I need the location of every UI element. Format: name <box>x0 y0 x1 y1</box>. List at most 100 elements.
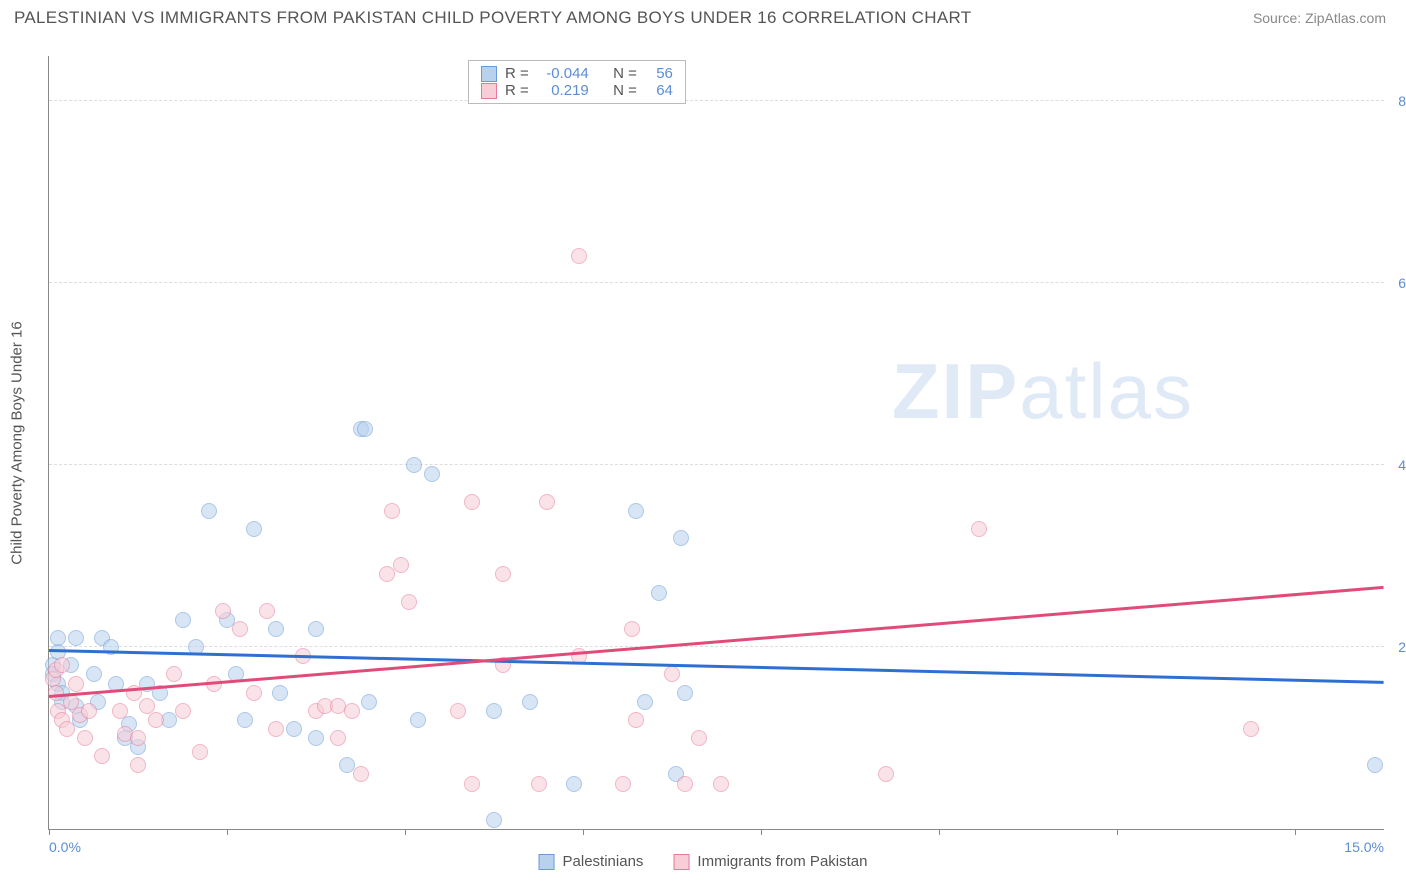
gridline <box>49 646 1384 647</box>
data-point <box>268 721 284 737</box>
watermark: ZIPatlas <box>892 346 1194 437</box>
stat-value-n: 56 <box>645 65 673 82</box>
data-point <box>384 503 400 519</box>
data-point <box>246 685 262 701</box>
x-tick <box>49 829 50 835</box>
data-point <box>664 666 680 682</box>
data-point <box>166 666 182 682</box>
data-point <box>464 494 480 510</box>
data-point <box>571 248 587 264</box>
x-tick-label: 0.0% <box>49 839 81 855</box>
data-point <box>130 757 146 773</box>
data-point <box>59 721 75 737</box>
data-point <box>192 744 208 760</box>
legend-row: R = -0.044 N = 56 <box>481 65 673 82</box>
data-point <box>566 776 582 792</box>
data-point <box>624 621 640 637</box>
stat-label-n: N = <box>613 82 637 99</box>
stat-label-r: R = <box>505 65 529 82</box>
watermark-zip: ZIP <box>892 347 1019 435</box>
y-tick-label: 60.0% <box>1398 275 1406 291</box>
data-point <box>68 676 84 692</box>
legend-swatch <box>539 854 555 870</box>
data-point <box>353 766 369 782</box>
data-point <box>677 685 693 701</box>
data-point <box>308 621 324 637</box>
legend-label: Immigrants from Pakistan <box>697 853 867 870</box>
data-point <box>286 721 302 737</box>
scatter-chart: Child Poverty Among Boys Under 16 ZIPatl… <box>48 56 1384 830</box>
data-point <box>344 703 360 719</box>
data-point <box>259 603 275 619</box>
data-point <box>232 621 248 637</box>
data-point <box>361 694 377 710</box>
data-point <box>175 703 191 719</box>
data-point <box>215 603 231 619</box>
legend-swatch <box>673 854 689 870</box>
gridline <box>49 464 1384 465</box>
x-tick <box>1117 829 1118 835</box>
data-point <box>971 521 987 537</box>
legend-swatch <box>481 66 497 82</box>
data-point <box>357 421 373 437</box>
data-point <box>77 730 93 746</box>
x-tick <box>1295 829 1296 835</box>
data-point <box>410 712 426 728</box>
correlation-legend: R = -0.044 N = 56 R = 0.219 N = 64 <box>468 60 686 104</box>
data-point <box>691 730 707 746</box>
data-point <box>406 457 422 473</box>
data-point <box>464 776 480 792</box>
data-point <box>1367 757 1383 773</box>
legend-item: Immigrants from Pakistan <box>673 853 867 870</box>
chart-title: PALESTINIAN VS IMMIGRANTS FROM PAKISTAN … <box>14 8 971 28</box>
legend-swatch <box>481 83 497 99</box>
y-tick-label: 80.0% <box>1398 93 1406 109</box>
y-tick-label: 20.0% <box>1398 639 1406 655</box>
data-point <box>401 594 417 610</box>
source-attribution: Source: ZipAtlas.com <box>1253 10 1386 26</box>
legend-row: R = 0.219 N = 64 <box>481 82 673 99</box>
data-point <box>112 703 128 719</box>
data-point <box>330 730 346 746</box>
plot-area: Child Poverty Among Boys Under 16 ZIPatl… <box>48 56 1384 830</box>
data-point <box>424 466 440 482</box>
data-point <box>268 621 284 637</box>
series-legend: Palestinians Immigrants from Pakistan <box>539 853 868 870</box>
data-point <box>628 712 644 728</box>
data-point <box>1243 721 1259 737</box>
data-point <box>522 694 538 710</box>
stat-value-n: 64 <box>645 82 673 99</box>
data-point <box>48 685 64 701</box>
x-tick <box>227 829 228 835</box>
data-point <box>81 703 97 719</box>
data-point <box>50 630 66 646</box>
y-tick-label: 40.0% <box>1398 457 1406 473</box>
data-point <box>68 630 84 646</box>
data-point <box>531 776 547 792</box>
data-point <box>308 730 324 746</box>
stat-label-r: R = <box>505 82 529 99</box>
data-point <box>677 776 693 792</box>
data-point <box>393 557 409 573</box>
data-point <box>94 748 110 764</box>
data-point <box>878 766 894 782</box>
watermark-atlas: atlas <box>1019 347 1194 435</box>
data-point <box>86 666 102 682</box>
gridline <box>49 282 1384 283</box>
data-point <box>539 494 555 510</box>
data-point <box>637 694 653 710</box>
data-point <box>495 566 511 582</box>
x-tick <box>583 829 584 835</box>
x-tick <box>939 829 940 835</box>
data-point <box>450 703 466 719</box>
trend-line <box>49 586 1384 698</box>
stat-value-r: 0.219 <box>537 82 589 99</box>
data-point <box>175 612 191 628</box>
stat-label-n: N = <box>613 65 637 82</box>
data-point <box>713 776 729 792</box>
data-point <box>486 812 502 828</box>
data-point <box>628 503 644 519</box>
stat-value-r: -0.044 <box>537 65 589 82</box>
legend-label: Palestinians <box>563 853 644 870</box>
data-point <box>673 530 689 546</box>
